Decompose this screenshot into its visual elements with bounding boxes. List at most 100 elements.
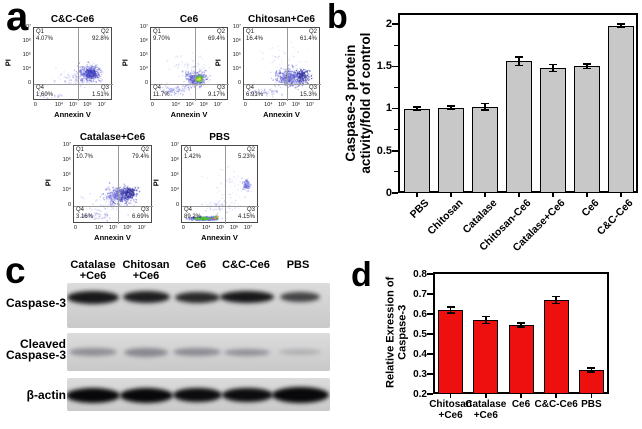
error-bar-line (586, 64, 588, 69)
blot-band (67, 387, 120, 403)
y-axis-tick-label: 0.8 (413, 268, 427, 280)
blot-row-label: Caspase-3 (5, 348, 66, 362)
error-bar-cap (517, 326, 525, 328)
error-bar-cap (517, 322, 525, 324)
flow-plot-title: PBS (209, 132, 230, 143)
y-axis-tick-mark (392, 23, 398, 25)
quadrant-name: Q4 (76, 207, 85, 214)
blot-band (124, 347, 168, 357)
quadrant-label: Q2 69.4% (208, 29, 225, 43)
x-axis-tick-mark (485, 394, 487, 398)
blot-band (174, 291, 220, 303)
y-axis-minor-tick (394, 86, 398, 88)
error-bar-line (450, 105, 452, 110)
x-axis-tick-label: 10⁷ (97, 102, 106, 108)
y-axis-tick-label: 0.4 (413, 348, 427, 360)
bar (578, 370, 604, 394)
blot-band (224, 348, 270, 356)
quadrant-name: Q2 (216, 29, 225, 35)
quadrant-label: Q2 5.23% (238, 147, 255, 161)
flow-plot-frame: Q1 4.07% Q2 92.8% Q3 1.51% Q4 1.60% (33, 27, 113, 101)
y-axis-tick-mark (427, 313, 433, 315)
y-axis-label: PI (151, 179, 161, 187)
error-bar-cap (481, 322, 490, 325)
blot-band (122, 291, 170, 303)
y-axis-tick-mark (427, 373, 433, 375)
quadrant-divider-horizontal (151, 84, 229, 86)
x-axis-tick-label: 0 (181, 225, 185, 231)
x-axis-label: Annexin V (263, 110, 300, 119)
blot-strip (67, 283, 330, 328)
error-bar-cap (413, 109, 421, 111)
y-axis-tick-mark (427, 273, 433, 275)
quadrant-name: Q1 (36, 29, 45, 35)
error-bar-cap (481, 109, 489, 111)
y-axis-tick-label: 0 (27, 80, 31, 87)
error-bar-line (520, 323, 522, 327)
y-axis-tick-mark (392, 150, 398, 152)
bar (540, 67, 566, 193)
y-axis-label: PI (213, 58, 223, 66)
quadrant-name: Q3 (216, 85, 225, 92)
quadrant-divider-vertical (287, 28, 289, 101)
flow-plot-title: Catalase+Ce6 (79, 132, 146, 143)
quadrant-label: Q2 79.4% (132, 147, 149, 161)
y-axis-tick-label: 10⁴ (62, 187, 71, 194)
quadrant-value: 89.2% (184, 214, 202, 221)
x-axis-tick-label: 10⁷ (243, 225, 253, 231)
y-axis-minor-tick (394, 171, 398, 173)
x-axis-tick-label: 10⁶ (199, 102, 208, 108)
y-axis-tick-mark (392, 192, 398, 194)
quadrant-value: 1.51% (91, 92, 109, 99)
error-bar-cap (447, 105, 455, 107)
quadrant-value: 9.17% (207, 92, 225, 99)
y-axis-tick-label: 10⁷ (170, 142, 179, 148)
y-axis-tick-label: 10⁴ (139, 66, 148, 73)
bar (543, 300, 569, 394)
quadrant-value: 15.3% (299, 92, 317, 99)
y-axis-tick-label: 10⁵ (139, 52, 148, 59)
y-axis-label: PI (120, 58, 130, 66)
y-axis-tick-label: 0 (237, 80, 241, 87)
error-bar-cap (515, 56, 523, 58)
x-axis-tick-mark (555, 394, 557, 398)
y-axis-label: PI (43, 179, 53, 187)
x-axis-tick-label: 10⁴ (202, 225, 211, 231)
bar (508, 325, 534, 394)
y-axis-tick-label: 10⁷ (62, 142, 71, 148)
x-axis-label: Annexin V (170, 110, 208, 119)
quadrant-name: Q3 (246, 207, 255, 214)
y-axis-minor-tick (394, 129, 398, 131)
blot-row-label: Cleaved (19, 337, 66, 351)
y-axis-tick-label: 10⁶ (170, 156, 179, 163)
blot-band (271, 387, 329, 403)
y-axis-label: PI (3, 58, 13, 66)
quadrant-name: Q1 (153, 29, 162, 35)
x-axis-tick-mark (416, 193, 418, 197)
lane-header: PBS (286, 259, 310, 271)
x-axis-tick-mark (518, 193, 520, 197)
x-axis-tick-label: 10⁴ (54, 102, 64, 108)
quadrant-label: Q1 1.42% (184, 147, 201, 161)
quadrant-name: Q1 (184, 147, 193, 153)
x-axis-tick-label: 0 (150, 102, 154, 108)
quadrant-name: Q4 (36, 85, 45, 92)
bar (473, 320, 499, 394)
y-axis-tick-label: 10⁶ (62, 156, 71, 163)
bar (438, 310, 464, 394)
lane-header: Catalase (70, 259, 116, 271)
x-axis-category-label: C&C-Ce6 (534, 399, 578, 410)
quadrant-label: Q1 16.4% (246, 29, 263, 43)
error-bar-cap (617, 26, 625, 29)
quadrant-label: Q4 1.60% (36, 85, 53, 99)
error-bar-line (485, 316, 487, 324)
quadrant-value: 69.4% (207, 36, 225, 43)
quadrant-name: Q4 (246, 85, 255, 92)
bar (506, 61, 532, 193)
y-axis-tick-mark (392, 107, 398, 110)
error-bar-line (484, 103, 486, 111)
y-axis-tick-label: 1 (385, 102, 392, 115)
quadrant-value: 10.7% (76, 154, 94, 161)
error-bar-cap (587, 371, 596, 373)
flow-plot-frame: Q1 16.4% Q2 61.4% Q3 15.3% Q4 6.91% (243, 27, 321, 101)
